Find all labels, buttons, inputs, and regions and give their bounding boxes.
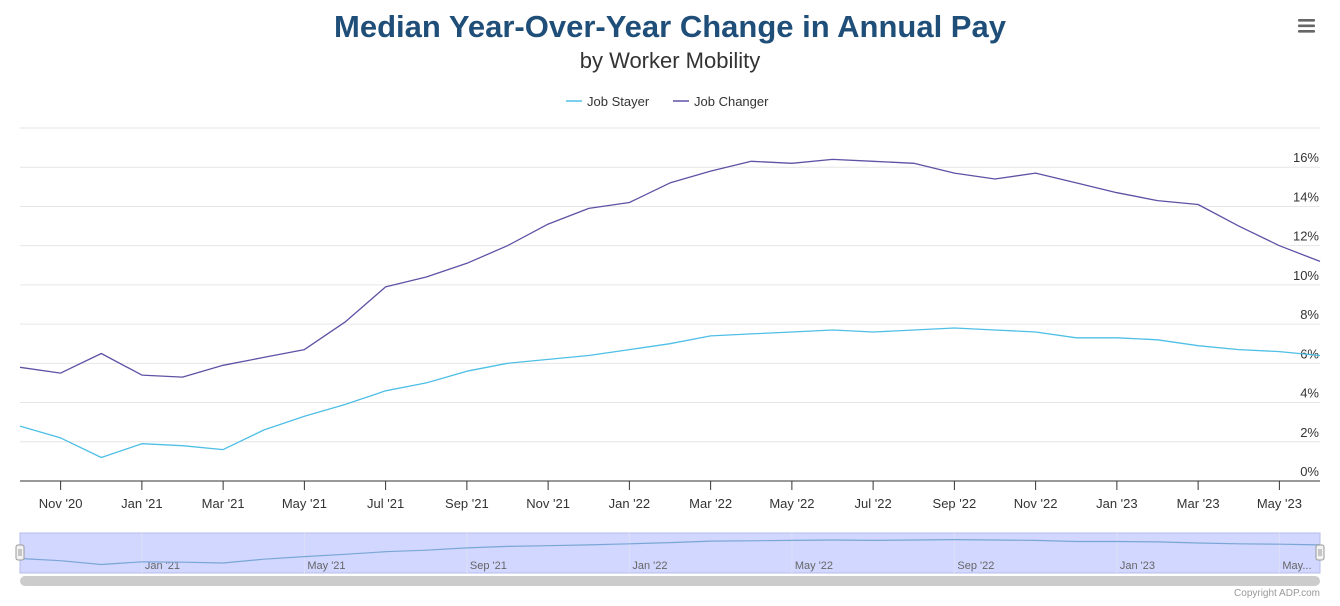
x-tick-label: Jan '21 (121, 496, 163, 511)
x-tick-label: Jul '22 (855, 496, 892, 511)
x-tick-label: Mar '23 (1177, 496, 1220, 511)
legend-label: Job Stayer (587, 94, 650, 109)
x-tick-label: Nov '21 (526, 496, 570, 511)
x-tick-label: May '22 (769, 496, 814, 511)
legend-item-job-stayer[interactable]: Job Stayer (566, 94, 650, 109)
navigator-tick-label: May '22 (795, 560, 833, 572)
credits[interactable]: Copyright ADP.com (1234, 588, 1320, 599)
navigator-tick-label: May '21 (307, 560, 345, 572)
x-tick-label: Mar '21 (202, 496, 245, 511)
y-axis: 0% 2% 4% 6% 8% 10% 12% 14% 16% (1293, 150, 1319, 479)
x-tick-label: Nov '20 (39, 496, 83, 511)
x-tick-label: May '23 (1257, 496, 1302, 511)
chart-legend: Job Stayer Job Changer (566, 94, 769, 109)
legend-item-job-changer[interactable]: Job Changer (673, 94, 769, 109)
navigator-tick-label: Jan '21 (145, 560, 180, 572)
navigator-handle-right[interactable] (1315, 544, 1325, 561)
navigator-mask[interactable] (19, 532, 1321, 574)
x-tick-label: Jan '22 (609, 496, 651, 511)
navigator-handle-left[interactable] (15, 544, 25, 561)
y-tick-label: 6% (1300, 346, 1319, 361)
navigator-tick-label: May... (1282, 560, 1311, 572)
x-tick-label: Jan '23 (1096, 496, 1138, 511)
chart-title: Median Year-Over-Year Change in Annual P… (334, 9, 1007, 44)
y-tick-label: 12% (1293, 229, 1319, 244)
x-tick-label: Jul '21 (367, 496, 404, 511)
navigator-scrollbar[interactable] (20, 576, 1320, 586)
series-line-job-changer[interactable] (19, 158, 1321, 378)
grid-lines (20, 127, 1320, 443)
x-tick-label: Sep '22 (933, 496, 977, 511)
navigator-series-line (19, 538, 1321, 566)
y-tick-label: 16% (1293, 150, 1319, 165)
chart-subtitle: by Worker Mobility (580, 48, 761, 73)
hamburger-menu-icon[interactable] (1294, 14, 1318, 38)
navigator-tick-label: Sep '22 (957, 560, 994, 572)
y-tick-label: 0% (1300, 464, 1319, 479)
y-tick-label: 4% (1300, 386, 1319, 401)
y-tick-label: 14% (1293, 189, 1319, 204)
navigator-tick-label: Sep '21 (470, 560, 507, 572)
x-tick-label: Mar '22 (689, 496, 732, 511)
y-tick-label: 2% (1300, 425, 1319, 440)
y-tick-label: 10% (1293, 268, 1319, 283)
x-tick-label: May '21 (282, 496, 327, 511)
y-tick-label: 8% (1300, 307, 1319, 322)
navigator[interactable]: Jan '21 May '21 Sep '21 Jan '22 May '22 Sep '… (15, 532, 1325, 586)
x-tick-label: Nov '22 (1014, 496, 1058, 511)
x-axis: Nov '20 Jan '21 Mar '21 May '21 Jul '21 Sep '… (20, 480, 1320, 511)
x-tick-label: Sep '21 (445, 496, 489, 511)
series-line-job-stayer[interactable] (19, 327, 1321, 459)
navigator-tick-label: Jan '23 (1120, 560, 1155, 572)
legend-label: Job Changer (694, 94, 769, 109)
plot-area (19, 158, 1321, 459)
navigator-tick-label: Jan '22 (632, 560, 667, 572)
